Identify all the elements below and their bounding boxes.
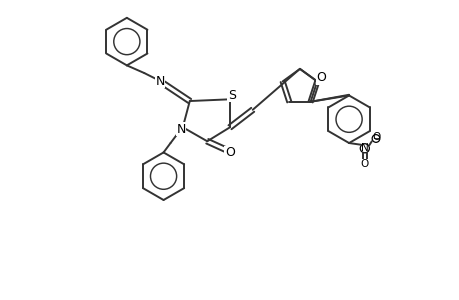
Text: N: N [155,75,164,88]
Text: N: N [176,122,185,136]
Text: O: O [371,132,379,142]
Text: O: O [316,71,325,84]
Text: S: S [227,88,235,102]
Text: −: − [372,134,379,143]
Text: N: N [360,143,368,153]
Text: O: O [224,146,235,159]
Text: O: O [360,159,368,170]
